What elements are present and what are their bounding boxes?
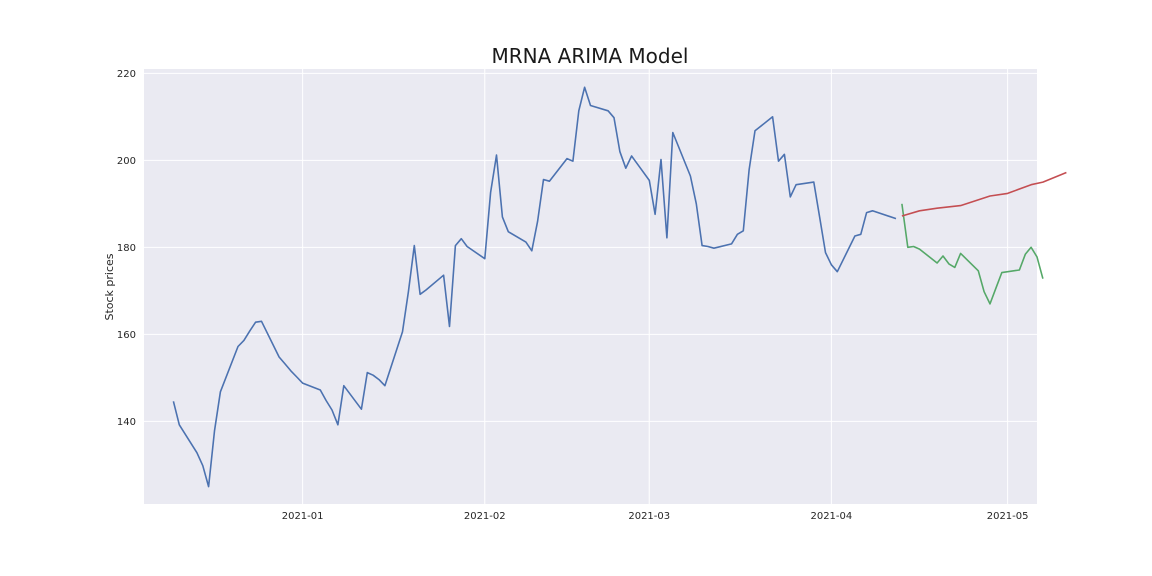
x-tick-label: 2021-05 xyxy=(987,511,1029,522)
series-line-3 xyxy=(901,171,1067,217)
series-line-1 xyxy=(172,86,897,488)
x-tick-label: 2021-02 xyxy=(464,511,506,522)
chart-title: MRNA ARIMA Model xyxy=(492,44,689,68)
y-tick-label: 200 xyxy=(117,156,136,167)
series-line-2 xyxy=(901,203,1044,305)
x-tick-label: 2021-04 xyxy=(810,511,852,522)
tick-labels: 140 160 180 200 220 2021-01 2021-02 2021-03 2021… xyxy=(117,69,1029,522)
y-tick-label: 160 xyxy=(117,330,136,341)
plot-area xyxy=(144,69,1037,504)
series xyxy=(172,86,1067,488)
y-tick-label: 140 xyxy=(117,417,136,428)
y-tick-label: 180 xyxy=(117,243,136,254)
grid xyxy=(144,69,1037,504)
x-tick-label: 2021-01 xyxy=(282,511,324,522)
y-axis-label: Stock prices xyxy=(103,253,116,320)
x-tick-label: 2021-03 xyxy=(628,511,670,522)
y-tick-label: 220 xyxy=(117,69,136,80)
